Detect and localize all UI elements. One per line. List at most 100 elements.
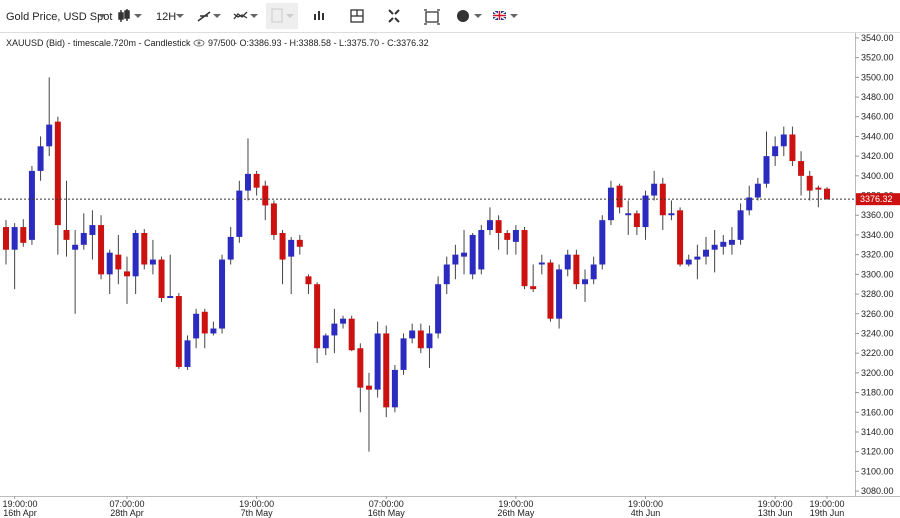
x-tick-label: 07:00:00: [369, 499, 404, 509]
theme-button[interactable]: [457, 10, 469, 22]
candle-body: [685, 259, 692, 265]
y-tick-label: 3440.00: [861, 131, 894, 141]
candle-body: [538, 262, 545, 265]
chart-title: XAUUSD (Bid) - timescale.720m - Candlest…: [6, 38, 191, 48]
y-tick-label: 3500.00: [861, 72, 894, 82]
candle-body: [20, 227, 27, 243]
candle-body: [357, 348, 364, 388]
y-tick-label: 3100.00: [861, 466, 894, 476]
interval-select[interactable]: 12H: [156, 11, 176, 23]
x-tick-date: 19th Jun: [810, 508, 845, 518]
bar-counter: 97/500: [208, 38, 236, 48]
x-tick-date: 4th Jun: [631, 508, 661, 518]
candle-body: [149, 259, 156, 265]
visibility-icon[interactable]: [193, 39, 205, 47]
candle-body: [262, 185, 269, 206]
volume-button[interactable]: [314, 11, 324, 20]
candle-body: [184, 340, 191, 367]
candle-body: [772, 146, 779, 157]
candle-body: [340, 318, 347, 324]
candle-body: [582, 279, 589, 285]
candle-body: [288, 239, 295, 257]
candle-body: [193, 313, 200, 339]
candle-body: [305, 276, 312, 285]
chart-type-button[interactable]: [118, 9, 130, 22]
dropdown-caret[interactable]: [213, 14, 221, 18]
y-tick-label: 3220.00: [861, 348, 894, 358]
y-tick-label: 3200.00: [861, 368, 894, 378]
dropdown-caret[interactable]: [250, 14, 258, 18]
candle-body: [158, 259, 165, 298]
candle-body: [46, 124, 53, 147]
snapshot-button[interactable]: [424, 9, 440, 25]
candle-body: [72, 244, 79, 250]
fullscreen-button[interactable]: [388, 9, 400, 23]
candle-body: [668, 213, 675, 216]
instrument-select[interactable]: Gold Price, USD Spot: [6, 11, 112, 23]
candle-body: [435, 284, 442, 334]
candle-body: [806, 175, 813, 191]
candle-body: [314, 284, 321, 349]
candle-body: [469, 234, 476, 275]
candle-body: [815, 187, 822, 190]
candle-body: [763, 156, 770, 184]
x-tick-label: 19:00:00: [498, 499, 533, 509]
dropdown-caret[interactable]: [176, 14, 184, 18]
x-tick-label: 19:00:00: [758, 499, 793, 509]
y-tick-label: 3480.00: [861, 92, 894, 102]
candle-body: [728, 239, 735, 245]
indicator-button[interactable]: [233, 11, 248, 20]
candle-body: [417, 330, 424, 349]
y-tick-label: 3360.00: [861, 210, 894, 220]
current-price-label: 3376.32: [860, 194, 893, 204]
candle-body: [677, 210, 684, 265]
candle-body: [547, 262, 554, 319]
candle-body: [633, 213, 640, 228]
dropdown-caret[interactable]: [98, 14, 106, 18]
y-tick-label: 3460.00: [861, 112, 894, 122]
candle-body: [132, 232, 139, 277]
x-tick-label: 19:00:00: [2, 499, 37, 509]
dropdown-caret[interactable]: [474, 14, 482, 18]
y-tick-label: 3400.00: [861, 171, 894, 181]
toolbar-bg: [0, 0, 900, 32]
candle-body: [175, 296, 182, 367]
candle-body: [521, 230, 528, 287]
candle-body: [426, 333, 433, 349]
y-tick-label: 3300.00: [861, 269, 894, 279]
candle-body: [296, 239, 303, 247]
language-button[interactable]: [492, 10, 507, 21]
candle-body: [210, 328, 217, 334]
candle-body: [599, 220, 606, 265]
y-tick-label: 3520.00: [861, 53, 894, 63]
candle-body: [478, 230, 485, 270]
candle-body: [54, 121, 61, 226]
candle-body: [443, 264, 450, 285]
candle-body: [789, 134, 796, 162]
candle-body: [28, 170, 35, 240]
dropdown-caret[interactable]: [134, 14, 142, 18]
x-tick-label: 19:00:00: [239, 499, 274, 509]
draw-tool-button[interactable]: [197, 11, 211, 22]
candle-body: [279, 232, 286, 260]
candle-body: [409, 330, 416, 339]
candle-body: [80, 232, 87, 245]
candle-body: [798, 161, 805, 176]
layout-button[interactable]: [350, 9, 364, 23]
candle-body: [270, 203, 277, 235]
candle-body: [590, 264, 597, 280]
dropdown-caret[interactable]: [510, 14, 518, 18]
candle-body: [374, 333, 381, 390]
x-tick-date: 26th May: [497, 508, 535, 518]
disabled-icon: [271, 8, 283, 23]
candle-body: [616, 185, 623, 208]
x-tick-label: 19:00:00: [628, 499, 663, 509]
candle-body: [3, 227, 9, 250]
y-tick-label: 3420.00: [861, 151, 894, 161]
y-tick-label: 3260.00: [861, 309, 894, 319]
x-tick-label: 07:00:00: [109, 499, 144, 509]
x-tick-date: 13th Jun: [758, 508, 793, 518]
candle-body: [37, 146, 44, 171]
